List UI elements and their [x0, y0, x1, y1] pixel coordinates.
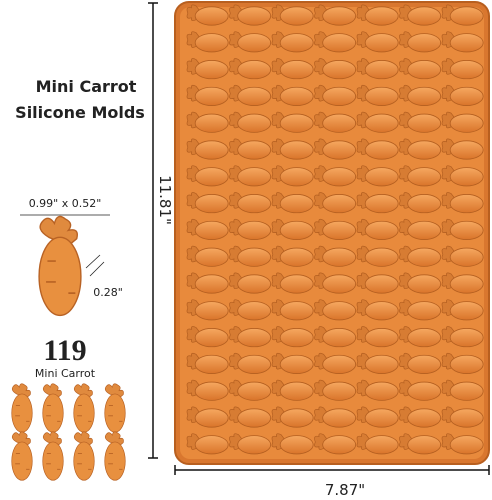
depth-label: 0.28": [93, 286, 123, 299]
carrot-cavity: [104, 383, 126, 433]
carrot-cavity: [42, 383, 64, 433]
count: 119: [43, 334, 86, 367]
mold: [174, 1, 490, 465]
depth-line: [85, 254, 101, 269]
dimension-lines: [148, 2, 490, 475]
carrot-cavity: [104, 431, 126, 481]
depth-line: [89, 261, 105, 277]
sample-carrots: [11, 383, 126, 481]
title-line: Mini Carrot: [36, 77, 137, 96]
width-label: 7.87": [325, 481, 365, 499]
carrot-cavity: [42, 431, 64, 481]
height-label: 11.81": [156, 175, 174, 225]
count-caption: Mini Carrot: [35, 367, 96, 380]
carrot-cavity: [11, 383, 33, 433]
carrot-cavity: [73, 383, 95, 433]
carrot-cavity: [11, 431, 33, 481]
carrot-cavity: [73, 431, 95, 481]
size-label: 0.99" x 0.52": [29, 197, 102, 210]
carrot-detail: [38, 215, 82, 317]
title-line: Silicone Molds: [15, 103, 145, 122]
